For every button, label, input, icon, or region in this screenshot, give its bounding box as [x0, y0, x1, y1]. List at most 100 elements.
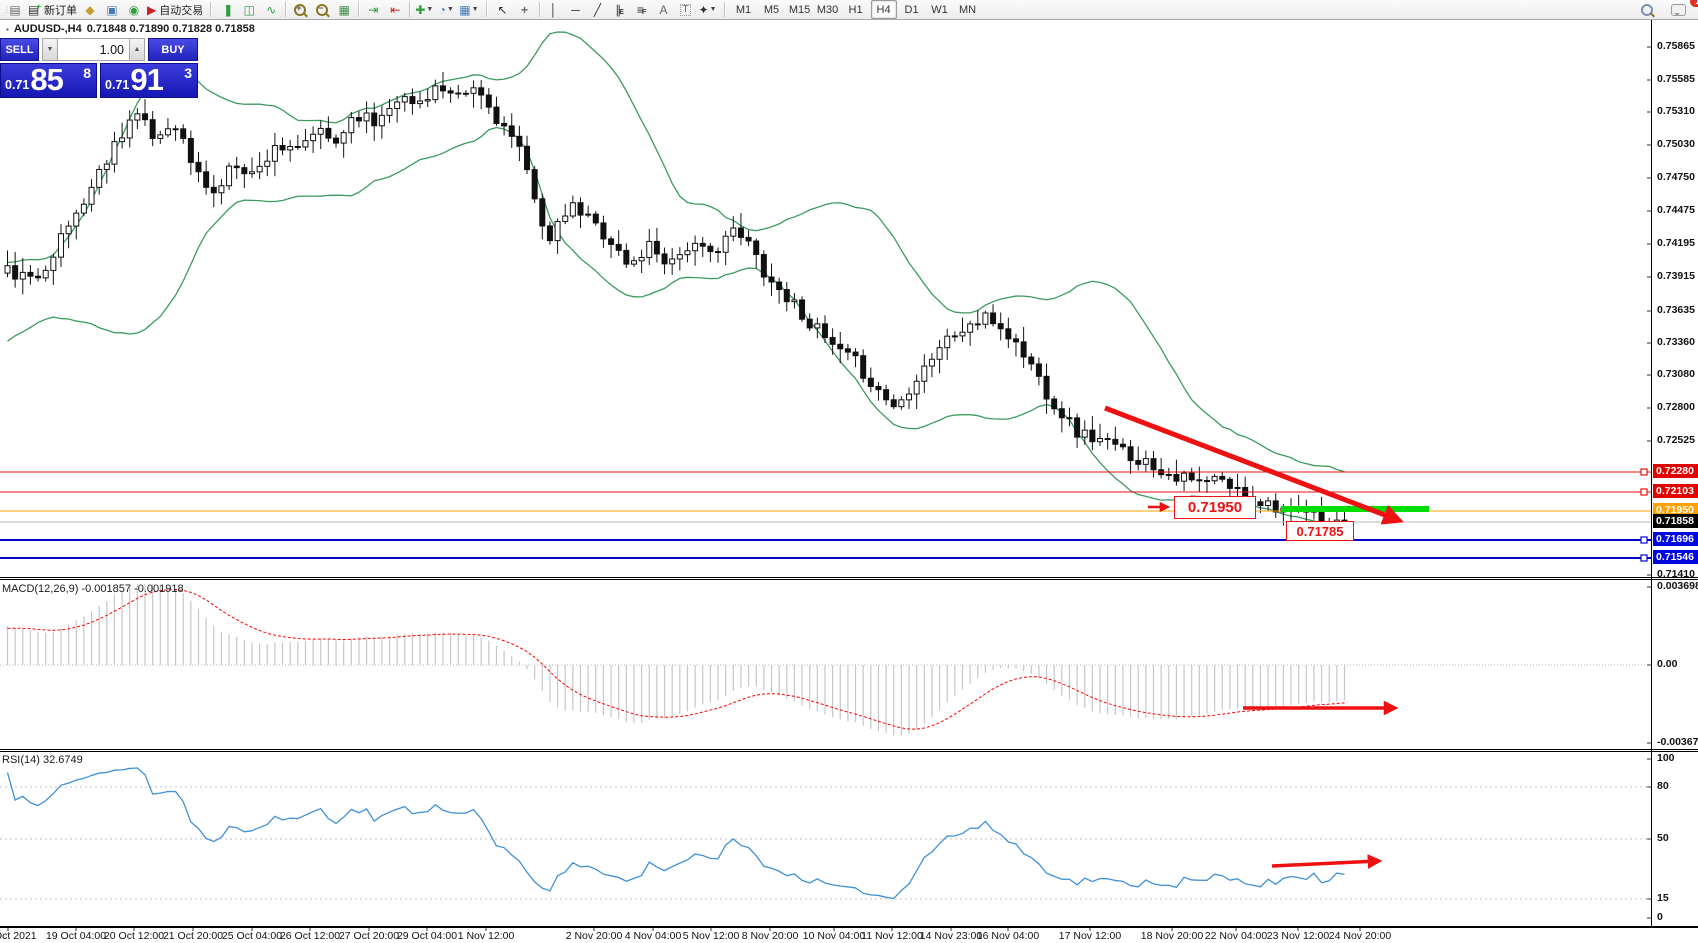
arrows-button[interactable]: ✦ ▼: [698, 0, 718, 19]
timeframe-m1-button[interactable]: M1: [735, 3, 752, 16]
crosshair-icon: +: [521, 2, 529, 17]
time-label: 8 Nov 20:00: [741, 930, 799, 942]
time-label: 19 Oct 04:00: [45, 930, 107, 942]
rsi-tick-label: 100: [1657, 752, 1675, 764]
template-icon: ▦: [459, 2, 471, 17]
search-icon: [1641, 3, 1653, 16]
new-order-button[interactable]: ▤ + 新订单: [27, 0, 78, 19]
volume-input[interactable]: 1.00: [58, 38, 129, 61]
text-button[interactable]: A: [654, 0, 674, 19]
timeframe-m30-button[interactable]: M30: [816, 3, 839, 16]
cursor-button[interactable]: ↖: [493, 0, 513, 19]
notifications-button[interactable]: 1: [1668, 0, 1698, 19]
timeframe-h4-button[interactable]: H4: [870, 0, 897, 19]
time-label: 27 Oct 20:00: [338, 930, 400, 942]
search-button[interactable]: [1637, 0, 1657, 19]
pane-separator[interactable]: [0, 751, 1698, 752]
ohlc-values: 0.71848 0.71890 0.71828 0.71858: [86, 23, 255, 35]
macd-tick-label: 0.00: [1657, 658, 1678, 670]
zoom-out-button[interactable]: −: [312, 0, 332, 19]
time-label: 18 Nov 20:00: [1140, 930, 1204, 942]
trendline-button[interactable]: ╱: [588, 0, 608, 19]
time-label: 16 Nov 04:00: [976, 930, 1040, 942]
volume-up-button[interactable]: ▲: [129, 38, 145, 61]
timeframe-m15-button[interactable]: M15: [788, 3, 811, 16]
candlestick-chart-button[interactable]: ◫: [239, 0, 259, 19]
market-watch-button[interactable]: ▣: [102, 0, 122, 19]
sell-price-big: 85: [30, 62, 63, 98]
timeframe-d1-button[interactable]: D1: [904, 3, 919, 16]
volume-down-button[interactable]: ▼: [42, 38, 58, 61]
chart-annotations[interactable]: [1104, 405, 1429, 869]
sell-button[interactable]: SELL: [0, 38, 39, 61]
candlestick-icon: ◫: [243, 2, 255, 17]
signals-icon: ◉: [128, 2, 140, 17]
chat-bubble-icon: [1670, 3, 1686, 16]
indicators-button[interactable]: ✚ ▼: [414, 0, 434, 19]
price-tick-label: 0.73915: [1657, 270, 1695, 282]
text-icon: A: [659, 2, 668, 17]
metaeditor-icon: ◆: [85, 2, 95, 17]
bar-chart-icon: |||: [225, 2, 231, 17]
periods-button[interactable]: ◔ ▼: [436, 0, 456, 19]
metaeditor-button[interactable]: ◆: [80, 0, 100, 19]
plus-icon: +: [36, 1, 42, 11]
timeframe-w1-button[interactable]: W1: [931, 3, 948, 16]
auto-scroll-button[interactable]: ⇥: [363, 0, 383, 19]
dropdown-arrow-icon: ▼: [426, 6, 434, 13]
time-label: 14 Nov 23:00: [919, 930, 983, 942]
equidistant-channel-button[interactable]: ∥ E: [610, 0, 630, 19]
crosshair-button[interactable]: +: [515, 0, 535, 19]
bar-chart-button[interactable]: |||: [217, 0, 237, 19]
templates-button[interactable]: ▦ ▼: [458, 0, 479, 19]
timeframe-h1-button[interactable]: H1: [848, 3, 863, 16]
buy-price-display[interactable]: 0.71 91 3: [100, 63, 198, 98]
horizontal-line-icon: ─: [571, 2, 580, 17]
vertical-line-button[interactable]: │: [544, 0, 564, 19]
trade-panel-top-row: SELL ▼ 1.00 ▲ BUY: [0, 38, 198, 61]
time-label: 25 Oct 04:00: [221, 930, 283, 942]
price-axis[interactable]: 0.75865 0.75585 0.75310 0.75030 0.74750 0.744…: [1651, 19, 1698, 927]
time-label: 2 Nov 20:00: [565, 930, 623, 942]
price-flag-0.71858: 0.71858: [1653, 514, 1698, 528]
price-tick-label: 0.75585: [1657, 73, 1695, 85]
price-tick-label: 0.73635: [1657, 304, 1695, 316]
price-flag-0.72103: 0.72103: [1653, 484, 1698, 498]
buy-button[interactable]: BUY: [148, 38, 198, 61]
rsi-tick-label: 15: [1657, 892, 1669, 904]
pane-separator[interactable]: [0, 577, 1698, 578]
line-chart-button[interactable]: ∿: [261, 0, 281, 19]
timeframe-m5-button[interactable]: M5: [763, 3, 780, 16]
clock-icon: ◔: [438, 2, 446, 17]
low-price-label[interactable]: 0.71785: [1286, 521, 1354, 541]
sell-price-display[interactable]: 0.71 85 8: [0, 63, 97, 98]
dropdown-arrow-icon: ▼: [709, 6, 717, 13]
horizontal-line-button[interactable]: ─: [566, 0, 586, 19]
pane-separator[interactable]: [0, 579, 1698, 580]
time-label: 23 Nov 12:00: [1266, 930, 1330, 942]
new-order-icon: ▤: [28, 2, 40, 17]
toolbar-separator: [210, 2, 212, 17]
chart-title: ▪ AUDUSD-,H4 0.71848 0.71890 0.71828 0.7…: [6, 23, 255, 35]
rsi-tick-label: 80: [1657, 780, 1669, 792]
autotrading-button[interactable]: ▶ 自动交易: [146, 0, 204, 19]
auto-scroll-icon: ⇥: [368, 2, 379, 17]
downtrend-arrow: [1104, 405, 1404, 525]
pane-separator[interactable]: [0, 749, 1698, 750]
text-label-button[interactable]: T: [676, 0, 696, 19]
fibonacci-button[interactable]: ≡ F: [632, 0, 652, 19]
support-price-label[interactable]: 0.71950: [1174, 496, 1256, 519]
clipped-chart-button[interactable]: ▤: [5, 0, 25, 19]
chart-shift-button[interactable]: ⇤: [385, 0, 405, 19]
tile-windows-button[interactable]: ▦: [334, 0, 354, 19]
signals-button[interactable]: ◉: [124, 0, 144, 19]
timeframe-mn-button[interactable]: MN: [958, 3, 977, 16]
bollinger-bands: [7, 31, 1345, 534]
toolbar-separator: [485, 2, 487, 17]
toolbar-grip[interactable]: ⋮: [3, 5, 11, 14]
horizontal-levels[interactable]: [0, 468, 1651, 562]
zoom-in-button[interactable]: +: [290, 0, 310, 19]
zoom-in-icon: +: [294, 3, 307, 16]
